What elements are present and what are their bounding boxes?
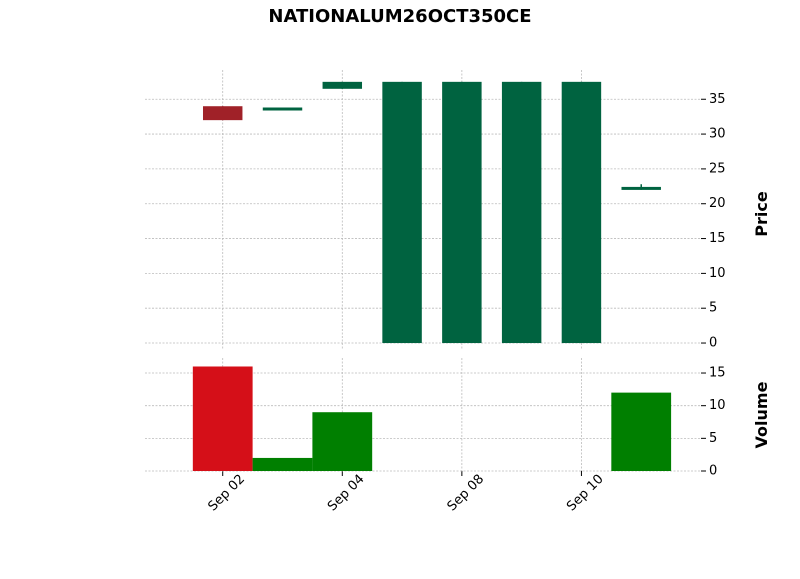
volume-axis-label: Volume xyxy=(752,381,771,448)
x-tick-label: Sep 10 xyxy=(564,472,607,515)
x-tick-label: Sep 08 xyxy=(445,472,488,515)
candle-body xyxy=(322,81,363,89)
y-tick-label: 0 xyxy=(709,464,717,479)
candle-body xyxy=(561,81,602,344)
y-tick-label: 5 xyxy=(709,301,717,316)
y-tick-label: 10 xyxy=(709,266,726,281)
volume-bar xyxy=(252,457,313,471)
y-tick-label: 15 xyxy=(709,366,726,381)
price-axis-label: Price xyxy=(752,191,771,237)
y-tick-label: 25 xyxy=(709,161,726,176)
volume-bar xyxy=(192,366,253,471)
y-tick-label: 15 xyxy=(709,231,726,246)
candle-body xyxy=(382,81,422,344)
y-tick-label: 5 xyxy=(709,431,717,446)
volume-bar xyxy=(611,392,672,471)
candle-body xyxy=(442,81,482,344)
candle-body xyxy=(621,186,661,190)
x-tick-label: Sep 02 xyxy=(205,472,248,515)
y-tick-label: 10 xyxy=(709,398,726,413)
volume-bar xyxy=(312,412,373,471)
y-tick-label: 0 xyxy=(709,336,717,351)
candle-body xyxy=(262,107,303,111)
candle-body xyxy=(501,81,542,344)
y-tick-label: 20 xyxy=(709,196,726,211)
y-tick-label: 30 xyxy=(709,127,726,142)
candle-body xyxy=(202,106,243,121)
x-tick-label: Sep 04 xyxy=(325,472,368,515)
y-tick-label: 35 xyxy=(709,92,726,107)
chart-title: NATIONALUM26OCT350CE xyxy=(268,6,531,27)
